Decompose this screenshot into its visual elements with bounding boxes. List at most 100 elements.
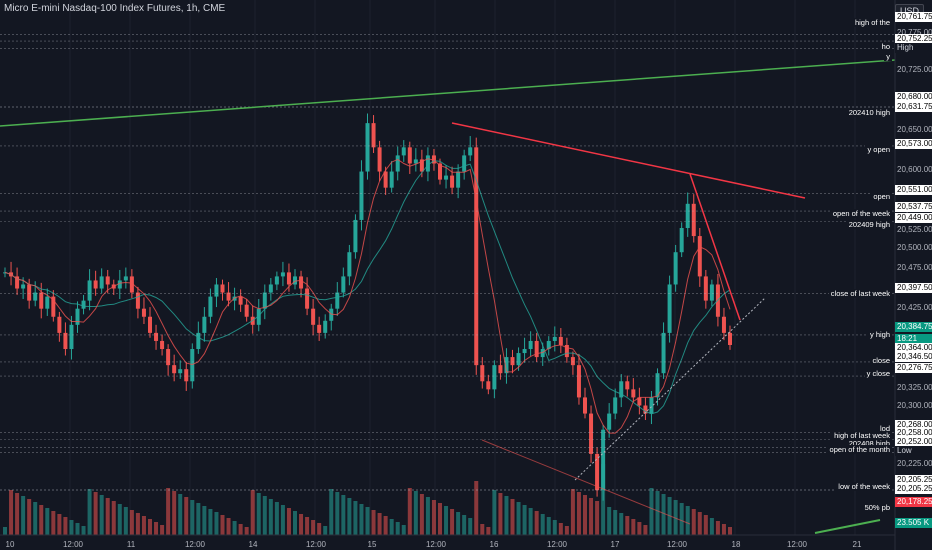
volume-bar bbox=[377, 513, 382, 535]
volume-bar bbox=[371, 510, 376, 535]
candle-body bbox=[39, 292, 44, 309]
volume-bar bbox=[51, 511, 56, 535]
candle-body bbox=[341, 276, 346, 293]
time-tick-label: 12:00 bbox=[666, 540, 688, 549]
candle-body bbox=[81, 300, 86, 309]
price-tag: 20,537.75 bbox=[895, 202, 932, 212]
volume-bar bbox=[661, 494, 666, 535]
price-tag: 20,761.75 bbox=[895, 12, 932, 22]
candle-body bbox=[33, 292, 38, 301]
candle-body bbox=[607, 413, 612, 430]
red-trendline-upper[interactable] bbox=[451, 122, 806, 199]
price-tag: 18:21 bbox=[895, 334, 932, 344]
candle-body bbox=[673, 252, 678, 285]
price-tag: 20,268.00 bbox=[895, 420, 932, 430]
candle-body bbox=[335, 292, 340, 309]
green-trendline[interactable] bbox=[0, 59, 896, 127]
volume-bar bbox=[317, 523, 322, 535]
volume-bar bbox=[341, 495, 346, 535]
candle-body bbox=[57, 316, 62, 333]
candle-body bbox=[425, 155, 430, 172]
price-tag: 20,276.75 bbox=[895, 363, 932, 373]
candle-body bbox=[413, 159, 418, 164]
candle-body bbox=[534, 340, 539, 358]
volume-bars bbox=[3, 464, 732, 535]
volume-bar bbox=[709, 518, 714, 535]
candle-body bbox=[438, 163, 442, 180]
candle-body bbox=[359, 171, 364, 220]
candle-body bbox=[256, 308, 261, 325]
volume-bar bbox=[589, 498, 594, 535]
candle-body bbox=[637, 397, 642, 406]
candle-body bbox=[323, 320, 328, 333]
moving-average-red bbox=[4, 158, 731, 434]
price-tag: 20,178.25 bbox=[895, 497, 932, 507]
candle-body bbox=[238, 296, 243, 305]
candle-body bbox=[226, 292, 231, 301]
candle-body bbox=[365, 123, 370, 172]
candle-body bbox=[21, 284, 26, 289]
candle-body bbox=[244, 304, 249, 317]
moving-average-green bbox=[4, 160, 731, 415]
price-tick-label: 20,425.00 bbox=[897, 303, 932, 312]
time-tick-label: 12:00 bbox=[786, 540, 808, 549]
horizontal-levels bbox=[0, 34, 895, 491]
candle-body bbox=[141, 308, 146, 317]
volume-bar bbox=[21, 496, 26, 535]
candle-body bbox=[202, 316, 207, 333]
candle-body bbox=[474, 147, 479, 366]
volume-bar bbox=[226, 518, 231, 535]
volume-bar bbox=[691, 509, 696, 535]
candle-body bbox=[311, 308, 316, 325]
candle-body bbox=[558, 336, 563, 345]
volume-bar bbox=[184, 497, 189, 535]
price-tag: 23.505 K bbox=[895, 518, 932, 528]
red-trendline-steep[interactable] bbox=[689, 173, 741, 321]
volume-bar bbox=[190, 500, 195, 535]
candle-body bbox=[589, 413, 594, 454]
volume-bar bbox=[323, 526, 328, 535]
time-tick-label: 12:00 bbox=[305, 540, 327, 549]
candle-body bbox=[15, 276, 20, 289]
volume-bar bbox=[172, 491, 177, 535]
volume-bar bbox=[528, 508, 533, 535]
price-tag: Low bbox=[895, 446, 932, 456]
volume-bar bbox=[359, 504, 364, 535]
volume-bar bbox=[238, 524, 243, 535]
candle-body bbox=[347, 252, 352, 277]
candle-body bbox=[178, 369, 183, 374]
candle-body bbox=[93, 280, 98, 289]
candle-body bbox=[129, 276, 134, 293]
price-tick-label: 20,500.00 bbox=[897, 243, 932, 252]
price-tick-label: 20,225.00 bbox=[897, 459, 932, 468]
volume-bar bbox=[679, 503, 684, 535]
volume-bar bbox=[438, 503, 442, 535]
level-label: ho bbox=[879, 42, 892, 51]
candle-body bbox=[117, 280, 122, 289]
volume-bar bbox=[45, 508, 50, 535]
volume-bar bbox=[365, 507, 370, 535]
level-label: y high bbox=[867, 330, 892, 339]
green-projection-line[interactable] bbox=[814, 519, 881, 534]
candle-body bbox=[450, 175, 455, 188]
volume-bar bbox=[208, 509, 213, 535]
volume-bar bbox=[274, 502, 279, 535]
candle-body bbox=[540, 349, 545, 358]
volume-bar bbox=[468, 518, 473, 535]
volume-bar bbox=[540, 514, 545, 535]
volume-bar bbox=[154, 522, 159, 535]
volume-bar bbox=[178, 494, 183, 535]
volume-bar bbox=[425, 497, 430, 535]
candle-body bbox=[377, 147, 382, 172]
candle-body bbox=[564, 344, 569, 358]
red-ray-line[interactable] bbox=[481, 439, 691, 525]
candle-body bbox=[691, 203, 696, 237]
volume-bar bbox=[419, 494, 424, 535]
volume-bar bbox=[148, 519, 152, 535]
candle-body bbox=[709, 284, 714, 301]
candle-body bbox=[383, 171, 388, 188]
volume-bar bbox=[703, 515, 708, 535]
volume-bar bbox=[15, 493, 20, 535]
candle-body bbox=[583, 397, 587, 414]
